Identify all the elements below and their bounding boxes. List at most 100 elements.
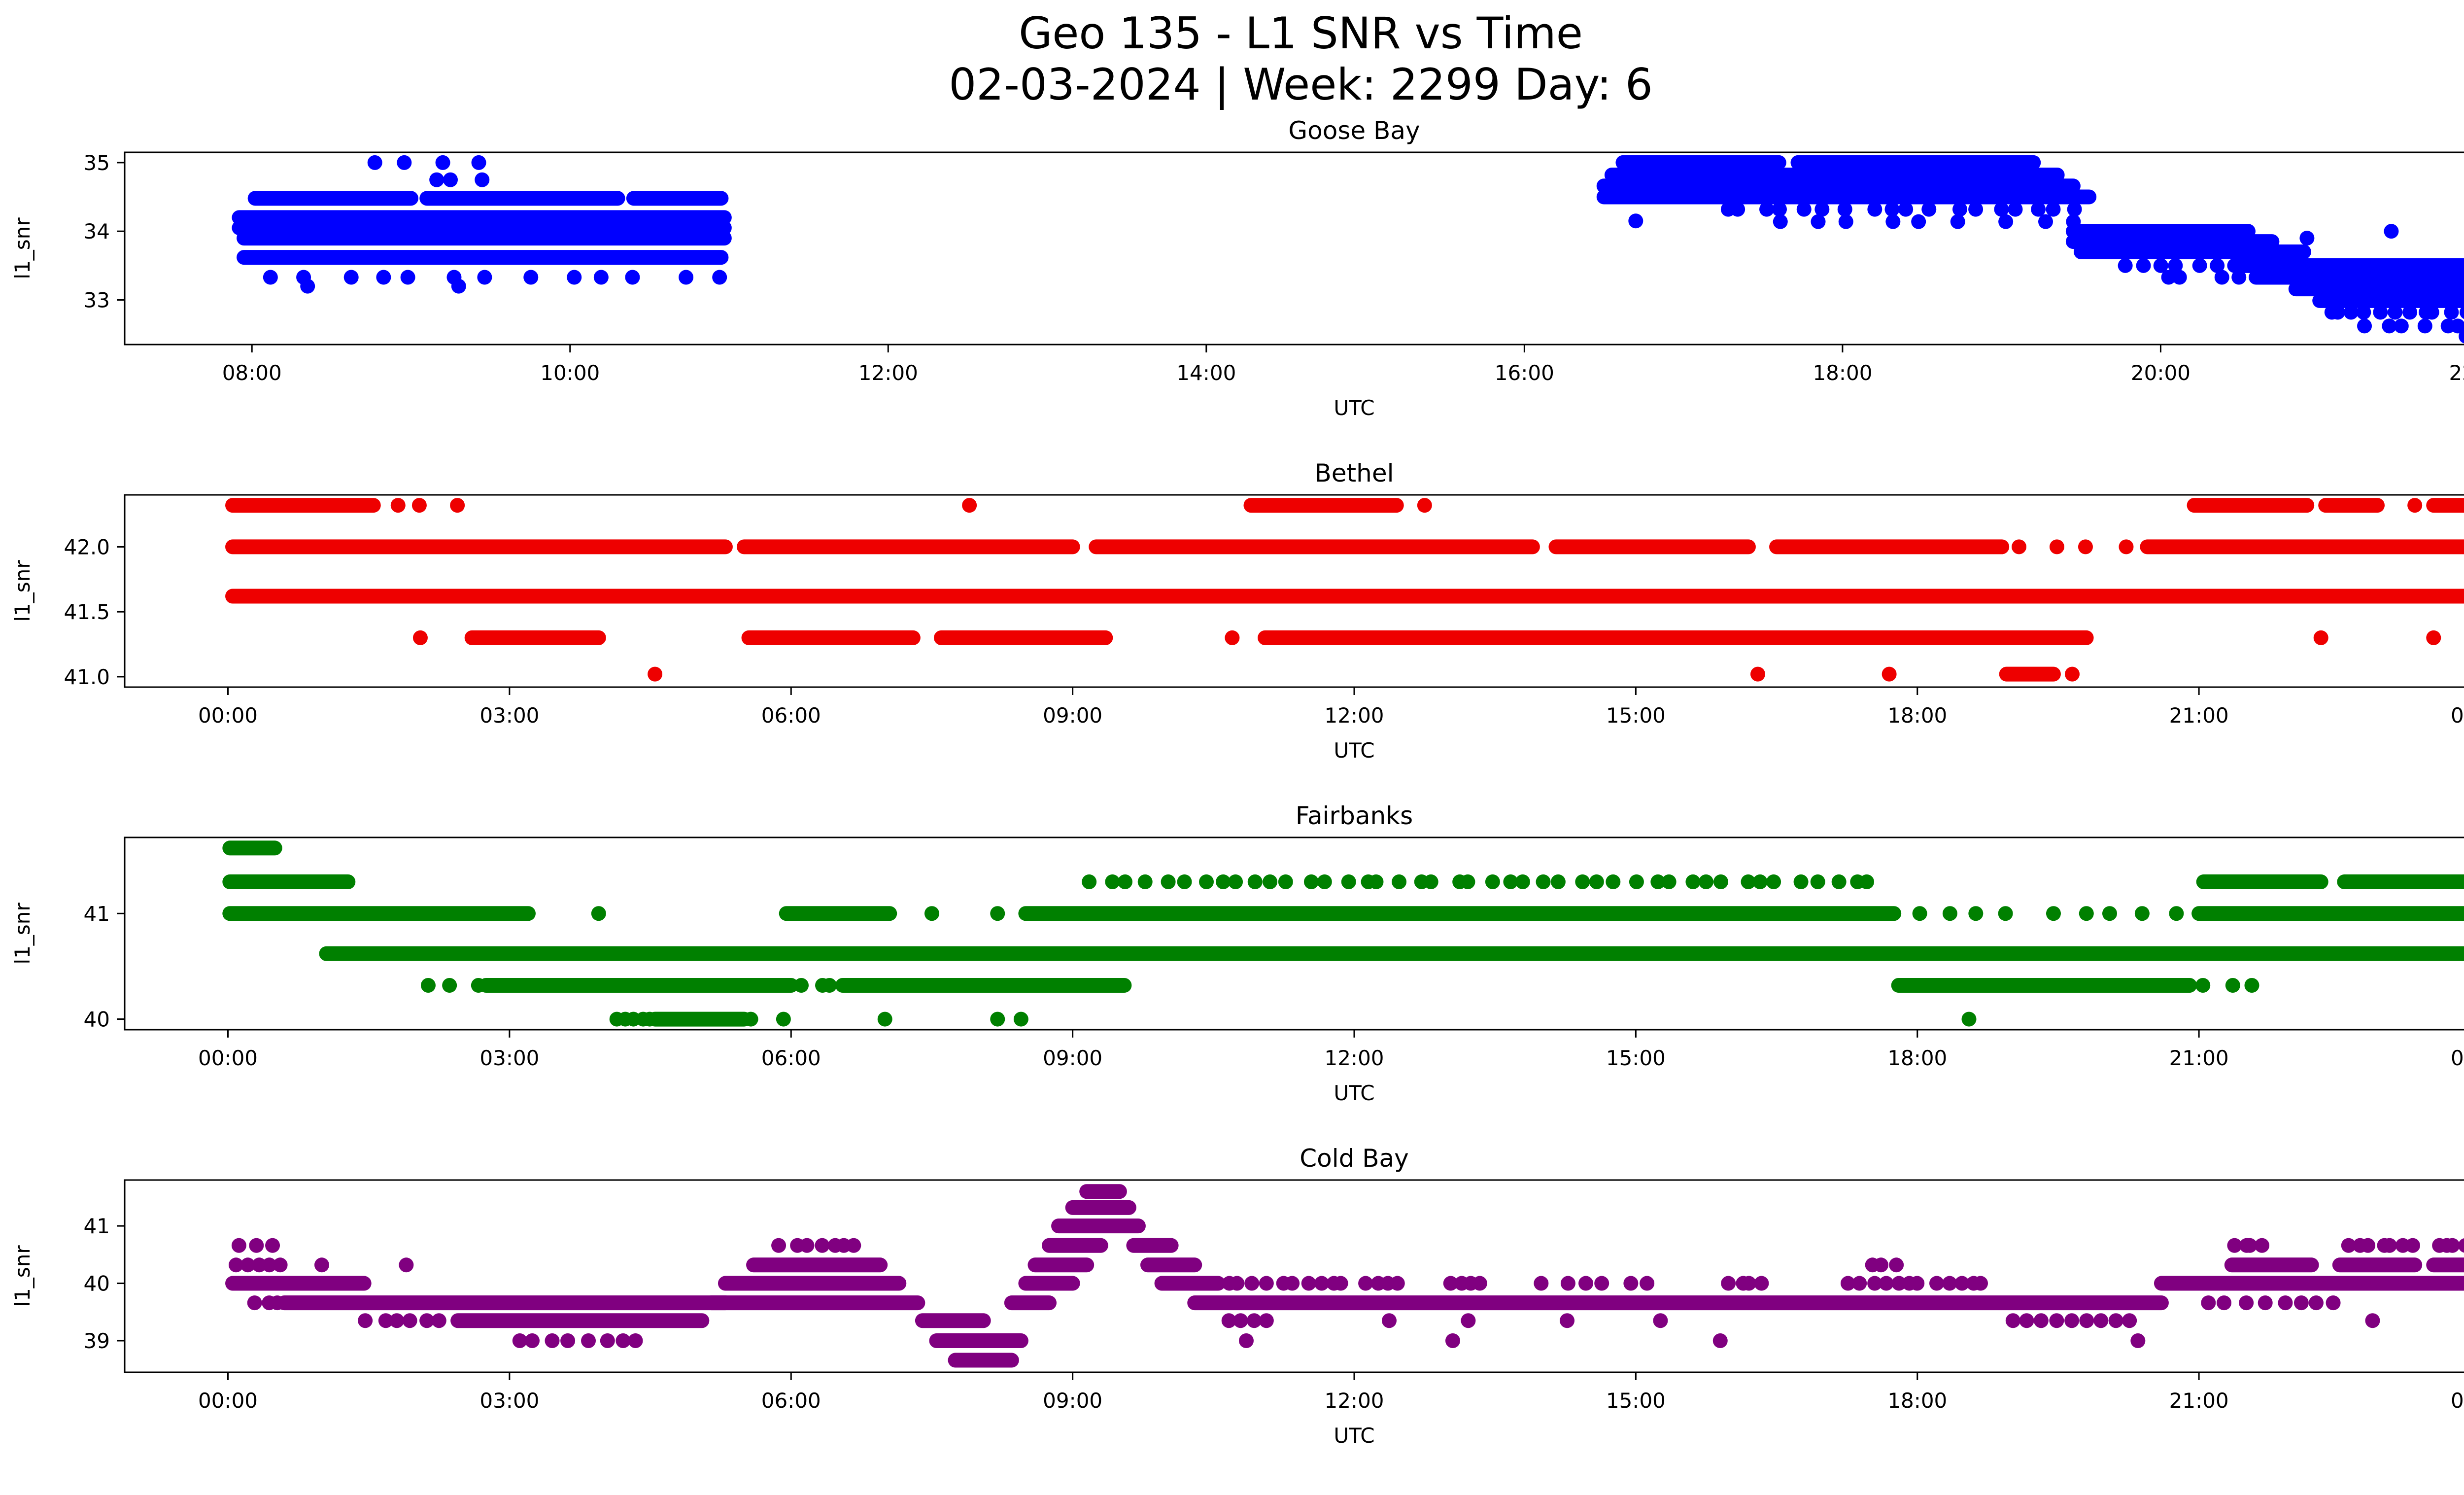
scatter-point	[2330, 305, 2345, 320]
scatter-point	[262, 1257, 277, 1272]
y-tick-label: 40	[84, 1271, 110, 1295]
x-ticks: 00:00 03:00 06:00 09:00 12:00 15:00 18:00 21:00…	[198, 687, 2464, 728]
scatter-point	[924, 905, 939, 921]
y-ticks: 33 34 35	[84, 151, 125, 312]
scatter-point	[1560, 1313, 1575, 1328]
scatter-point	[475, 172, 490, 187]
scatter-point	[2341, 1238, 2356, 1253]
subplot-goose-bay: Goose Bay l1_snr UTC 08:00 10:00 12:00 14:0…	[10, 116, 2464, 420]
scatter-point	[1685, 874, 1701, 889]
scatter-point	[240, 1257, 255, 1272]
scatter-point	[648, 666, 663, 682]
scatter-point	[642, 1011, 657, 1027]
scatter-point	[450, 497, 465, 513]
x-tick-label: 00:00	[2451, 703, 2464, 728]
scatter-point	[1013, 1011, 1028, 1027]
scatter-point	[815, 1238, 830, 1253]
scatter-point	[1741, 1276, 1756, 1291]
scatter-point	[2313, 630, 2328, 645]
scatter-point	[376, 270, 391, 285]
scatter-point	[1653, 1313, 1668, 1328]
scatter-point	[1575, 874, 1590, 889]
scatter-point	[1911, 214, 1926, 229]
scatter-point	[1721, 1276, 1736, 1291]
scatter-point	[2136, 258, 2151, 273]
scatter-point	[1238, 1333, 1254, 1348]
x-tick-label: 12:00	[1324, 703, 1384, 728]
x-tick-label: 09:00	[1043, 1046, 1102, 1070]
scatter-point	[2008, 202, 2023, 217]
x-tick-label: 16:00	[1495, 361, 1554, 385]
scatter-point	[1661, 874, 1677, 889]
scatter-point	[1207, 1276, 1222, 1291]
scatter-point	[793, 977, 809, 993]
scatter-point	[2278, 1295, 2293, 1310]
scatter-point	[2293, 1295, 2309, 1310]
scatter-point	[400, 270, 415, 285]
scatter-point	[1859, 874, 1875, 889]
scatter-point	[2388, 305, 2403, 320]
scatter-point	[877, 1011, 892, 1027]
scatter-point	[2079, 1313, 2094, 1328]
scatter-point	[390, 497, 406, 513]
subplot-cold-bay: Cold Bay l1_snr UTC 00:00 03:00 06:00 09:00…	[10, 1144, 2464, 1448]
scatter-point	[1244, 1276, 1260, 1291]
x-ticks: 08:00 10:00 12:00 14:00 16:00 18:00 20:00 22:00	[222, 344, 2464, 385]
y-ticks: 40 41	[84, 902, 125, 1031]
scatter-point	[1263, 874, 1278, 889]
axes-frame	[124, 1179, 2464, 1373]
scatter-point	[1921, 202, 1937, 217]
scatter-point	[2231, 270, 2247, 285]
scatter-point	[1730, 202, 1745, 217]
scatter-point	[2450, 318, 2464, 334]
x-tick-label: 00:00	[198, 1389, 258, 1413]
x-tick-label: 21:00	[2169, 703, 2229, 728]
x-tick-label: 20:00	[2131, 361, 2190, 385]
y-tick-label: 42.0	[64, 535, 110, 559]
x-tick-label: 08:00	[222, 361, 282, 385]
scatter-point	[420, 977, 436, 993]
scatter-point	[625, 270, 640, 285]
scatter-point	[1485, 874, 1500, 889]
scatter-point	[1961, 1011, 1977, 1027]
scatter-point	[1998, 214, 2014, 229]
scatter-point	[581, 1333, 596, 1348]
scatter-point	[2079, 905, 2094, 921]
scatter-point	[2357, 318, 2372, 334]
scatter-point	[1811, 214, 1826, 229]
scatter-point	[2161, 270, 2176, 285]
scatter-point	[228, 1257, 243, 1272]
scatter-point	[1333, 1276, 1348, 1291]
scatter-point	[471, 977, 486, 993]
subplot-title: Goose Bay	[1288, 116, 1420, 145]
scatter-point	[1341, 874, 1356, 889]
scatter-point	[1998, 905, 2013, 921]
scatter-point	[1942, 905, 1957, 921]
scatter-point	[1759, 202, 1775, 217]
scatter-point	[1199, 874, 1214, 889]
scatter-point	[1606, 874, 1621, 889]
scatter-point	[1369, 874, 1384, 889]
scatter-point	[822, 977, 837, 993]
scatter-point	[1968, 202, 1984, 217]
scatter-point	[1766, 874, 1781, 889]
x-tick-label: 12:00	[1324, 1046, 1384, 1070]
scatter-point	[2134, 905, 2150, 921]
scatter-point	[451, 278, 466, 294]
scatter-point	[1578, 1276, 1594, 1291]
scatter-point	[1247, 874, 1263, 889]
scatter-point	[2118, 258, 2133, 273]
y-axis-label: l1_snr	[10, 559, 34, 622]
scatter-point	[2012, 539, 2027, 555]
scatter-point	[2214, 270, 2229, 285]
y-tick-label: 34	[84, 219, 110, 243]
scatter-point	[1840, 1276, 1855, 1291]
scatter-point	[397, 155, 412, 170]
axes-frame	[124, 494, 2464, 688]
x-axis-label: UTC	[1334, 1424, 1374, 1448]
scatter-point	[231, 1238, 246, 1253]
scatter-point	[1417, 497, 1432, 513]
scatter-point	[2225, 977, 2240, 993]
scatter-point	[2444, 305, 2459, 320]
scatter-point	[1515, 874, 1530, 889]
